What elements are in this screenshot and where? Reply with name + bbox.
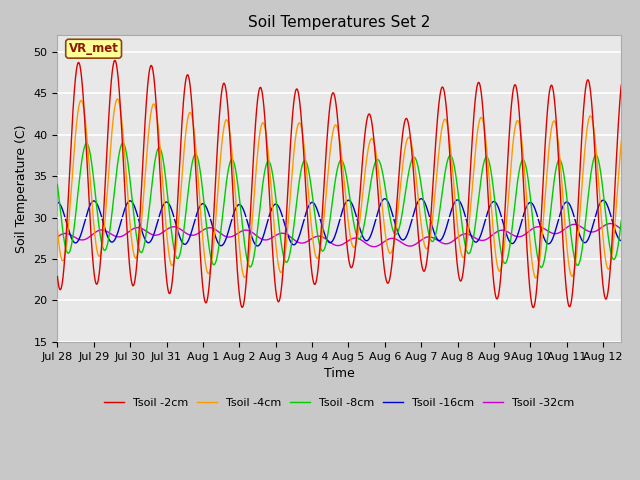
Y-axis label: Soil Temperature (C): Soil Temperature (C) xyxy=(15,124,28,253)
Tsoil -8cm xyxy=(538,264,545,270)
Tsoil -16cm xyxy=(417,196,425,202)
Tsoil -16cm xyxy=(253,243,261,249)
Tsoil -8cm xyxy=(118,141,125,147)
Tsoil -8cm xyxy=(152,156,159,162)
Tsoil -4cm xyxy=(294,121,302,127)
Tsoil -4cm xyxy=(54,227,61,232)
Tsoil -32cm xyxy=(370,244,378,250)
Tsoil -2cm xyxy=(111,58,119,63)
Line: Tsoil -8cm: Tsoil -8cm xyxy=(58,143,621,267)
Tsoil -2cm xyxy=(54,274,61,279)
Tsoil -32cm xyxy=(607,221,614,227)
Tsoil -32cm xyxy=(118,233,125,239)
Tsoil -8cm xyxy=(270,180,278,185)
Tsoil -32cm xyxy=(607,221,614,227)
Tsoil -8cm xyxy=(607,248,614,254)
Tsoil -16cm xyxy=(270,203,278,208)
Line: Tsoil -16cm: Tsoil -16cm xyxy=(58,199,621,246)
Tsoil -32cm xyxy=(270,234,278,240)
Tsoil -8cm xyxy=(618,218,625,224)
Tsoil -16cm xyxy=(294,236,302,242)
Tsoil -2cm xyxy=(607,262,614,268)
Title: Soil Temperatures Set 2: Soil Temperatures Set 2 xyxy=(248,15,431,30)
Tsoil -4cm xyxy=(546,138,554,144)
Tsoil -16cm xyxy=(151,228,159,233)
Tsoil -4cm xyxy=(532,275,540,281)
Text: VR_met: VR_met xyxy=(68,42,118,55)
Tsoil -32cm xyxy=(546,229,554,235)
Tsoil -2cm xyxy=(118,131,125,136)
Tsoil -8cm xyxy=(294,186,302,192)
Tsoil -4cm xyxy=(118,119,125,124)
Tsoil -16cm xyxy=(118,216,125,222)
Tsoil -4cm xyxy=(113,96,121,102)
Tsoil -16cm xyxy=(546,240,554,246)
Tsoil -2cm xyxy=(294,89,302,95)
Tsoil -16cm xyxy=(607,212,614,217)
X-axis label: Time: Time xyxy=(324,367,355,380)
Tsoil -32cm xyxy=(294,240,302,245)
Tsoil -32cm xyxy=(54,234,61,240)
Line: Tsoil -4cm: Tsoil -4cm xyxy=(58,99,621,278)
Tsoil -4cm xyxy=(152,104,159,110)
Tsoil -2cm xyxy=(546,86,554,92)
Tsoil -2cm xyxy=(529,305,537,311)
Tsoil -4cm xyxy=(270,218,278,224)
Line: Tsoil -32cm: Tsoil -32cm xyxy=(58,224,621,247)
Tsoil -8cm xyxy=(54,181,61,187)
Tsoil -4cm xyxy=(607,261,614,267)
Tsoil -32cm xyxy=(151,232,159,238)
Tsoil -2cm xyxy=(152,90,159,96)
Legend: Tsoil -2cm, Tsoil -4cm, Tsoil -8cm, Tsoil -16cm, Tsoil -32cm: Tsoil -2cm, Tsoil -4cm, Tsoil -8cm, Tsoi… xyxy=(100,394,579,412)
Tsoil -8cm xyxy=(119,140,127,146)
Tsoil -16cm xyxy=(618,238,625,243)
Tsoil -16cm xyxy=(54,200,61,205)
Tsoil -2cm xyxy=(618,82,625,88)
Tsoil -32cm xyxy=(618,226,625,232)
Tsoil -8cm xyxy=(546,216,554,221)
Tsoil -2cm xyxy=(270,266,278,272)
Line: Tsoil -2cm: Tsoil -2cm xyxy=(58,60,621,308)
Tsoil -4cm xyxy=(618,138,625,144)
